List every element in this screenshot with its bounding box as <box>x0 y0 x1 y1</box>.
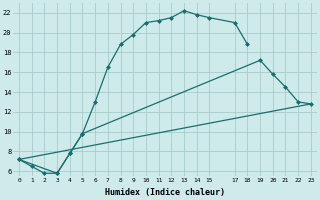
X-axis label: Humidex (Indice chaleur): Humidex (Indice chaleur) <box>105 188 225 197</box>
